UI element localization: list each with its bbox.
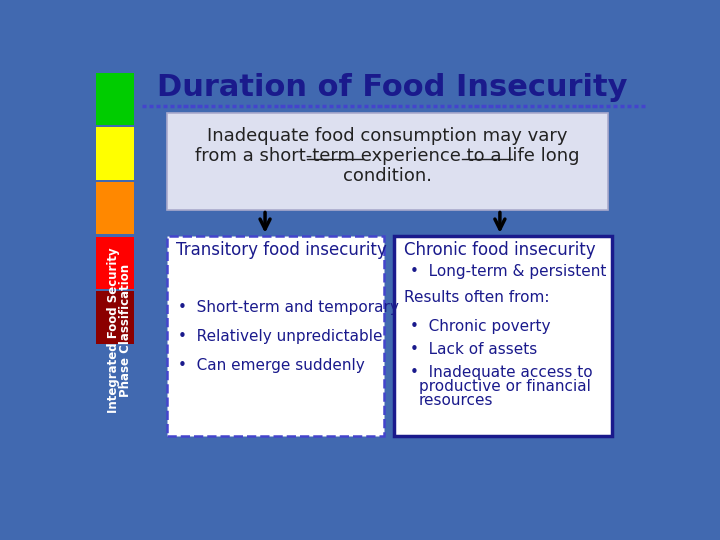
Bar [96,72,134,125]
Text: •  Long-term & persistent: • Long-term & persistent [410,264,606,279]
Text: Transitory food insecurity: Transitory food insecurity [176,241,387,259]
Bar [96,291,134,343]
Bar [96,237,134,289]
Bar [395,236,611,436]
Text: •  Chronic poverty: • Chronic poverty [410,319,550,334]
Text: Results often from:: Results often from: [404,290,549,305]
Text: •  Lack of assets: • Lack of assets [410,342,537,357]
Text: condition.: condition. [343,167,432,185]
Text: •  Short-term and temporary: • Short-term and temporary [178,300,399,315]
Text: Integrated Food Security: Integrated Food Security [107,248,120,413]
Text: resources: resources [419,393,493,408]
Bar [167,236,384,436]
Text: from a short-term experience to a life long: from a short-term experience to a life l… [195,147,580,165]
Text: Phase Classification: Phase Classification [120,264,132,397]
Bar [167,112,608,210]
Text: Chronic food insecurity: Chronic food insecurity [404,241,595,259]
Text: •  Inadequate access to: • Inadequate access to [410,365,593,380]
Text: Duration of Food Insecurity: Duration of Food Insecurity [157,73,627,103]
Text: productive or financial: productive or financial [419,379,591,394]
Text: •  Can emerge suddenly: • Can emerge suddenly [178,359,365,373]
Text: Inadequate food consumption may vary: Inadequate food consumption may vary [207,127,568,145]
Text: •  Relatively unpredictable: • Relatively unpredictable [178,329,382,344]
Bar [96,182,134,234]
Bar [96,127,134,179]
